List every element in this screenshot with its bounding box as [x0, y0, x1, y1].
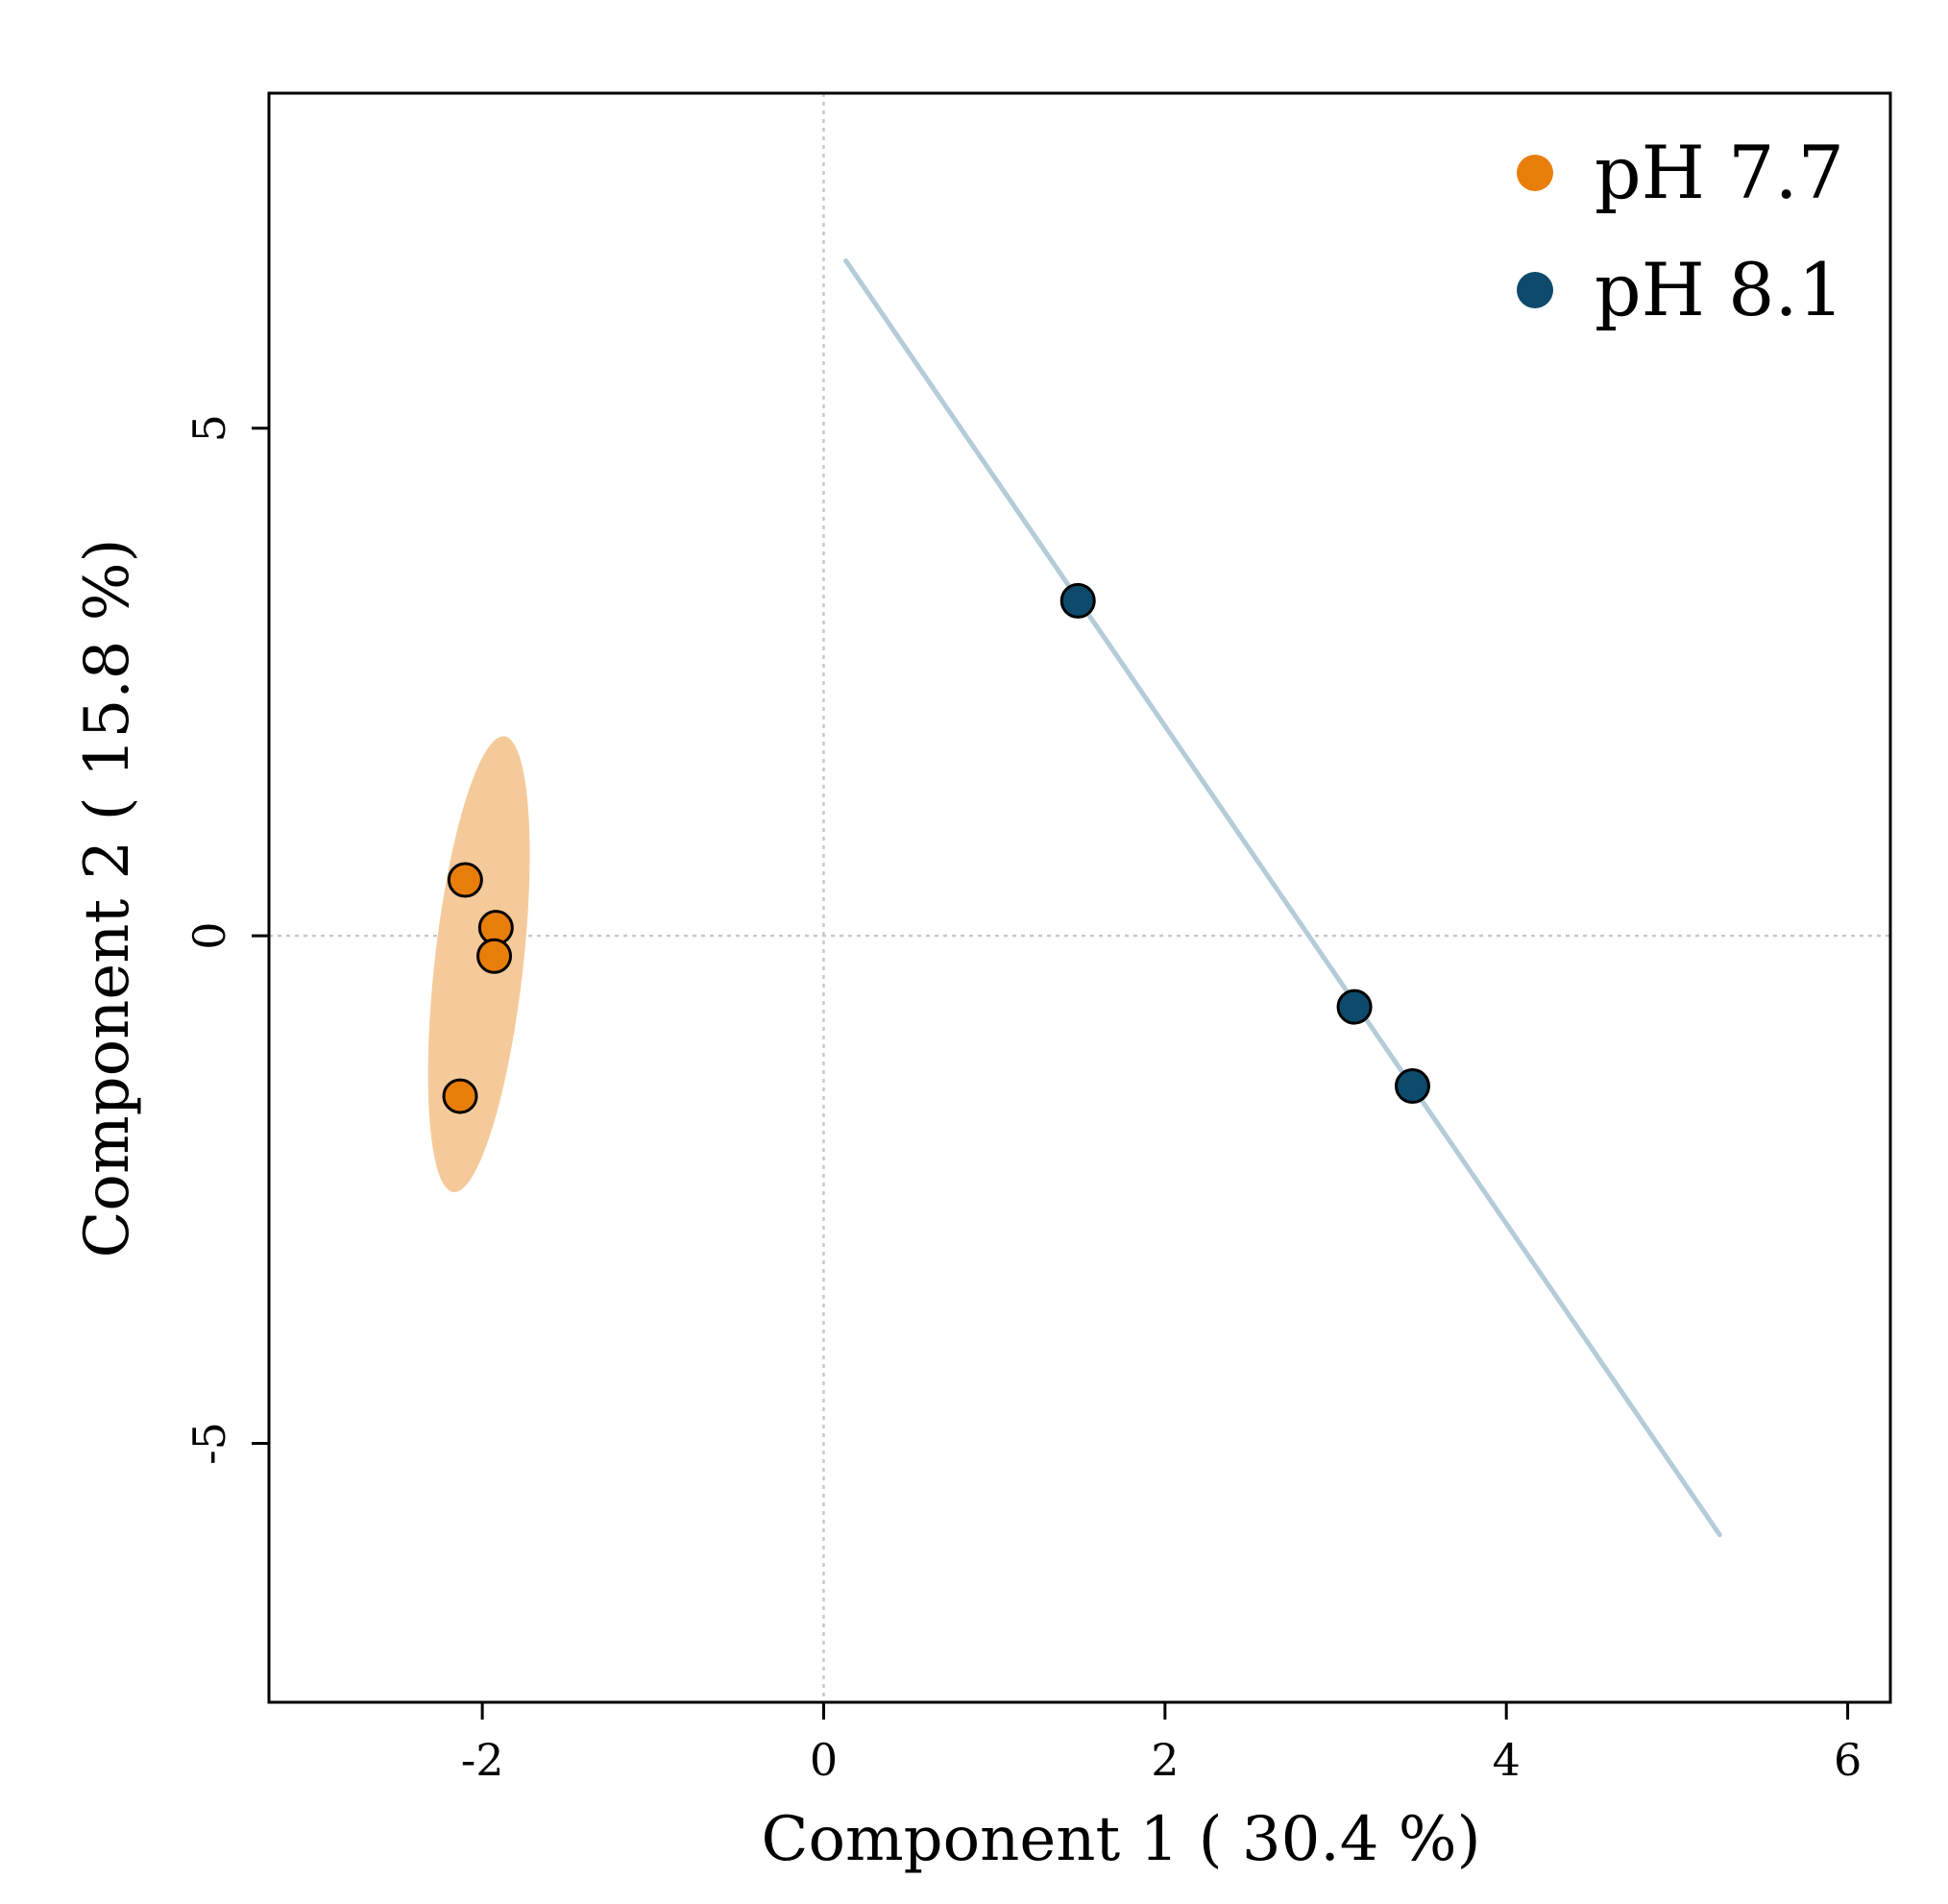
x-tick-label: -2	[461, 1734, 504, 1786]
y-axis-ticks: -5 0 5	[183, 414, 269, 1465]
x-axis-ticks: -2 0 2 4 6	[461, 1702, 1862, 1786]
data-points	[442, 582, 1430, 1114]
y-tick-label: 0	[183, 921, 235, 949]
y-tick-label: 5	[183, 414, 235, 442]
point-series-2-2	[1336, 989, 1373, 1025]
plot-frame	[267, 91, 1892, 1704]
point-series-1-1	[447, 862, 483, 898]
y-axis-title: Component 2 ( 15.8 %)	[72, 538, 143, 1257]
point-series-2-1	[1059, 582, 1096, 619]
point-series-1-4	[442, 1078, 478, 1114]
y-tick-label: -5	[183, 1422, 235, 1465]
reference-lines	[269, 93, 1890, 1702]
legend-label-series-2: pH 8.1	[1595, 247, 1844, 332]
legend-label-series-1: pH 7.7	[1595, 130, 1844, 215]
ellipse-series-2	[843, 257, 1722, 1538]
legend: pH 7.7 pH 8.1	[1517, 130, 1844, 332]
x-axis-title: Component 1 ( 30.4 %)	[761, 1804, 1480, 1875]
legend-marker-series-1	[1517, 155, 1553, 191]
x-tick-label: 2	[1151, 1734, 1179, 1786]
point-series-2-3	[1394, 1068, 1430, 1105]
x-tick-label: 4	[1493, 1734, 1521, 1786]
x-tick-label: 0	[810, 1734, 838, 1786]
point-series-1-3	[476, 938, 513, 974]
legend-marker-series-2	[1517, 272, 1553, 308]
plot-frame-group	[267, 91, 1892, 1704]
x-tick-label: 6	[1834, 1734, 1862, 1786]
